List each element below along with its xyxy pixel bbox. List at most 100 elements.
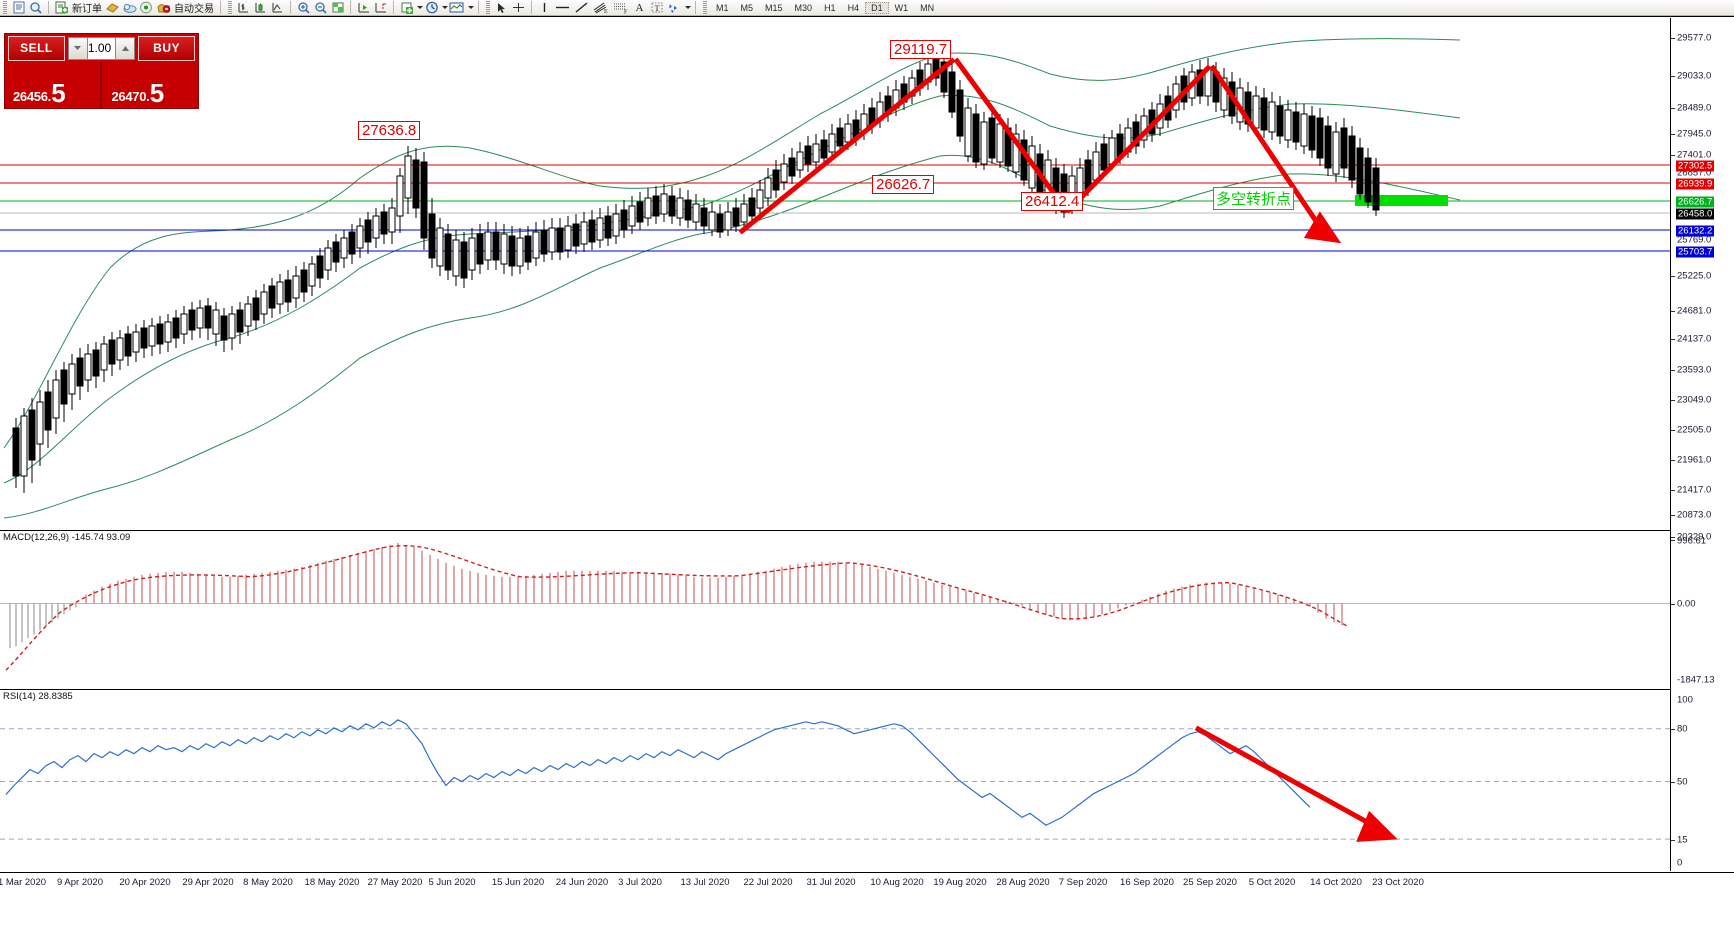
toolbar-grip-4[interactable] bbox=[703, 1, 707, 14]
annotation-27636[interactable]: 27636.8 bbox=[358, 121, 421, 140]
price-tag-resistance-2[interactable]: 26939.9 bbox=[1676, 178, 1715, 190]
volume-decrement-icon[interactable] bbox=[67, 36, 88, 60]
chart-window: DJ30-,Daily 27236.0 27250.0 26390.0 2645… bbox=[0, 16, 1734, 942]
axis-tick bbox=[1671, 108, 1675, 109]
toolbar-divider-6 bbox=[478, 1, 479, 14]
candlestick-chart-icon[interactable] bbox=[253, 0, 268, 15]
axis-label: 21961.0 bbox=[1677, 454, 1712, 466]
annotation-26626[interactable]: 26626.7 bbox=[872, 175, 935, 194]
data-window-icon[interactable] bbox=[330, 0, 345, 15]
date-label: 1 Mar 2020 bbox=[0, 877, 47, 888]
axis-tick bbox=[1671, 370, 1675, 371]
date-label: 14 Oct 2020 bbox=[1310, 877, 1362, 888]
date-label: 23 Oct 2020 bbox=[1372, 877, 1424, 888]
volume-value[interactable]: 1.00 bbox=[87, 36, 116, 60]
toolbar-grip-3[interactable] bbox=[486, 1, 490, 14]
annotation-29119[interactable]: 29119.7 bbox=[890, 40, 952, 59]
text-icon[interactable]: A bbox=[635, 1, 644, 14]
volume-increment-icon[interactable] bbox=[115, 36, 136, 60]
zoom-in-icon[interactable] bbox=[296, 0, 311, 15]
axis-tick bbox=[1671, 540, 1675, 541]
equidistant-channel-icon[interactable]: E bbox=[592, 0, 610, 15]
annotation-turning-point[interactable]: 多空转折点 bbox=[1213, 187, 1295, 210]
sell-price[interactable]: 26456 . 5 bbox=[5, 62, 100, 108]
toolbar-divider-4 bbox=[350, 1, 351, 14]
buy-price-dot: . bbox=[146, 89, 150, 104]
timeframe-m15[interactable]: M15 bbox=[765, 2, 783, 13]
bar-chart-icon[interactable] bbox=[236, 0, 251, 15]
auto-scroll-icon[interactable] bbox=[356, 0, 371, 15]
vertical-line-icon[interactable] bbox=[537, 0, 552, 15]
axis-tick bbox=[1671, 276, 1675, 277]
price-axis[interactable]: 29577.0 29033.0 28489.0 27945.0 27401.0 … bbox=[1670, 18, 1734, 871]
chart-shift-icon[interactable] bbox=[373, 0, 388, 15]
axis-label: 28489.0 bbox=[1677, 102, 1712, 114]
shapes-icon[interactable] bbox=[666, 0, 682, 15]
one-click-trading-panel[interactable]: SELL 1.00 BUY 26456 . 5 bbox=[4, 33, 199, 109]
main-toolbar: 新订单 自动交易 bbox=[0, 0, 1734, 16]
horizontal-line-icon[interactable] bbox=[554, 0, 572, 15]
price-tag-last[interactable]: 26458.0 bbox=[1676, 208, 1715, 220]
cursor-icon[interactable] bbox=[494, 0, 509, 15]
autotrading-label[interactable]: 自动交易 bbox=[174, 4, 214, 15]
axis-label: 24681.0 bbox=[1677, 305, 1712, 317]
price-pane[interactable]: 29119.7 27636.8 26626.7 26412.4 多空转折点 bbox=[0, 18, 1670, 530]
timeframe-h4[interactable]: H4 bbox=[847, 2, 860, 13]
rsi-axis-label: 50 bbox=[1677, 776, 1688, 788]
timeframe-m1[interactable]: M1 bbox=[716, 2, 729, 13]
one-click-prices-row: 26456 . 5 26470 . 5 bbox=[5, 62, 198, 108]
buy-button[interactable]: BUY bbox=[138, 35, 195, 61]
periods-dropdown-icon[interactable] bbox=[442, 6, 448, 9]
periods-icon[interactable] bbox=[424, 0, 439, 15]
svg-text:F: F bbox=[624, 10, 628, 15]
indicators-dropdown-icon[interactable] bbox=[417, 6, 423, 9]
axis-tick bbox=[1671, 38, 1675, 39]
zoom-out-icon[interactable] bbox=[313, 0, 328, 15]
new-order-label[interactable]: 新订单 bbox=[72, 4, 102, 15]
price-tag-support-1[interactable]: 26132.2 bbox=[1676, 225, 1715, 237]
price-tag-support-green[interactable]: 26626.7 bbox=[1676, 196, 1715, 208]
indicators-icon[interactable] bbox=[399, 0, 414, 15]
fibonacci-icon[interactable]: F bbox=[612, 0, 630, 15]
volume-stepper[interactable]: 1.00 bbox=[67, 36, 136, 60]
axis-tick bbox=[1671, 840, 1675, 841]
crosshair-icon[interactable] bbox=[511, 0, 526, 15]
timeframe-h1[interactable]: H1 bbox=[824, 2, 836, 13]
rsi-chart-svg bbox=[0, 719, 1670, 842]
autotrading-icon[interactable] bbox=[156, 0, 171, 15]
timeframe-w1[interactable]: W1 bbox=[894, 2, 909, 13]
macd-pane[interactable]: MACD(12,26,9) -145.74 93.09 bbox=[0, 530, 1670, 688]
price-tag-support-2[interactable]: 25703.7 bbox=[1676, 246, 1715, 258]
buy-price[interactable]: 26470 . 5 bbox=[99, 62, 199, 108]
timeframe-m5[interactable]: M5 bbox=[740, 2, 754, 13]
date-label: 18 May 2020 bbox=[304, 877, 360, 888]
toolbar-divider-7 bbox=[531, 1, 532, 14]
toolbar-grip[interactable] bbox=[3, 1, 7, 14]
signals-icon[interactable] bbox=[139, 0, 154, 15]
date-label: 5 Oct 2020 bbox=[1248, 877, 1296, 888]
new-order-icon[interactable] bbox=[54, 0, 69, 15]
text-label-icon[interactable]: T bbox=[649, 0, 664, 15]
sell-button[interactable]: SELL bbox=[8, 35, 65, 61]
rsi-pane[interactable]: RSI(14) 28.8385 bbox=[0, 689, 1670, 871]
templates-icon[interactable] bbox=[449, 0, 465, 15]
search-icon[interactable] bbox=[28, 0, 43, 15]
timeframe-m30[interactable]: M30 bbox=[794, 2, 813, 13]
price-tag-resistance-1[interactable]: 27302.5 bbox=[1676, 160, 1715, 172]
shapes-dropdown-icon[interactable] bbox=[685, 6, 691, 9]
cloud-icon[interactable] bbox=[122, 0, 137, 15]
toolbar-grip-2[interactable] bbox=[228, 1, 232, 14]
history-icon[interactable] bbox=[105, 0, 120, 15]
trendline-icon[interactable] bbox=[574, 0, 590, 15]
line-chart-icon[interactable] bbox=[270, 0, 285, 15]
macd-indicator-label: MACD(12,26,9) -145.74 93.09 bbox=[3, 532, 131, 543]
annotation-26412[interactable]: 26412.4 bbox=[1021, 192, 1084, 211]
date-axis[interactable]: 1 Mar 2020 9 Apr 2020 20 Apr 2020 29 Apr… bbox=[0, 872, 1734, 942]
rsi-axis-label: 80 bbox=[1677, 723, 1688, 735]
support-zone-rect bbox=[1355, 195, 1448, 206]
timeframe-d1[interactable]: D1 bbox=[865, 1, 889, 14]
date-label: 19 Aug 2020 bbox=[933, 877, 987, 888]
timeframe-mn[interactable]: MN bbox=[920, 2, 935, 13]
new-chart-icon[interactable] bbox=[11, 0, 26, 15]
templates-dropdown-icon[interactable] bbox=[468, 6, 474, 9]
